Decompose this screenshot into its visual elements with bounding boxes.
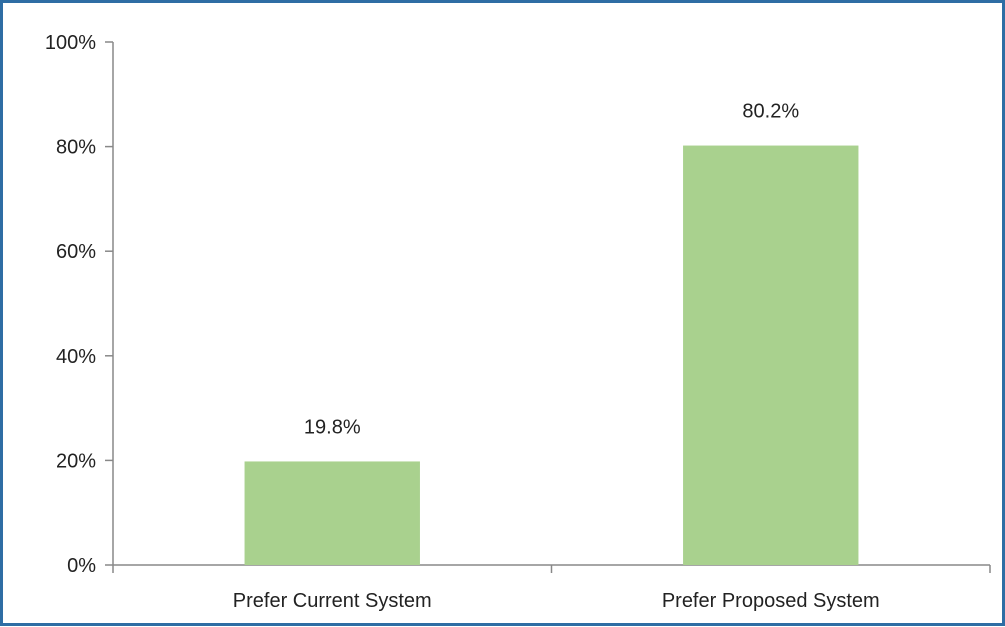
data-label: 19.8% bbox=[304, 416, 361, 438]
y-tick-label: 20% bbox=[56, 450, 96, 472]
x-tick-label: Prefer Current System bbox=[233, 590, 432, 612]
y-tick-label: 100% bbox=[45, 32, 96, 54]
y-tick-label: 60% bbox=[56, 241, 96, 263]
y-tick-label: 0% bbox=[67, 555, 96, 577]
y-tick-label: 80% bbox=[56, 137, 96, 159]
data-label: 80.2% bbox=[742, 101, 799, 123]
y-tick-label: 40% bbox=[56, 346, 96, 368]
bar bbox=[244, 461, 420, 565]
bar bbox=[683, 145, 859, 565]
x-tick-label: Prefer Proposed System bbox=[662, 590, 880, 612]
plot-area: 0% 20% 40% 60% 80% 100% 19.8% Prefer Current Sy… bbox=[45, 32, 991, 612]
